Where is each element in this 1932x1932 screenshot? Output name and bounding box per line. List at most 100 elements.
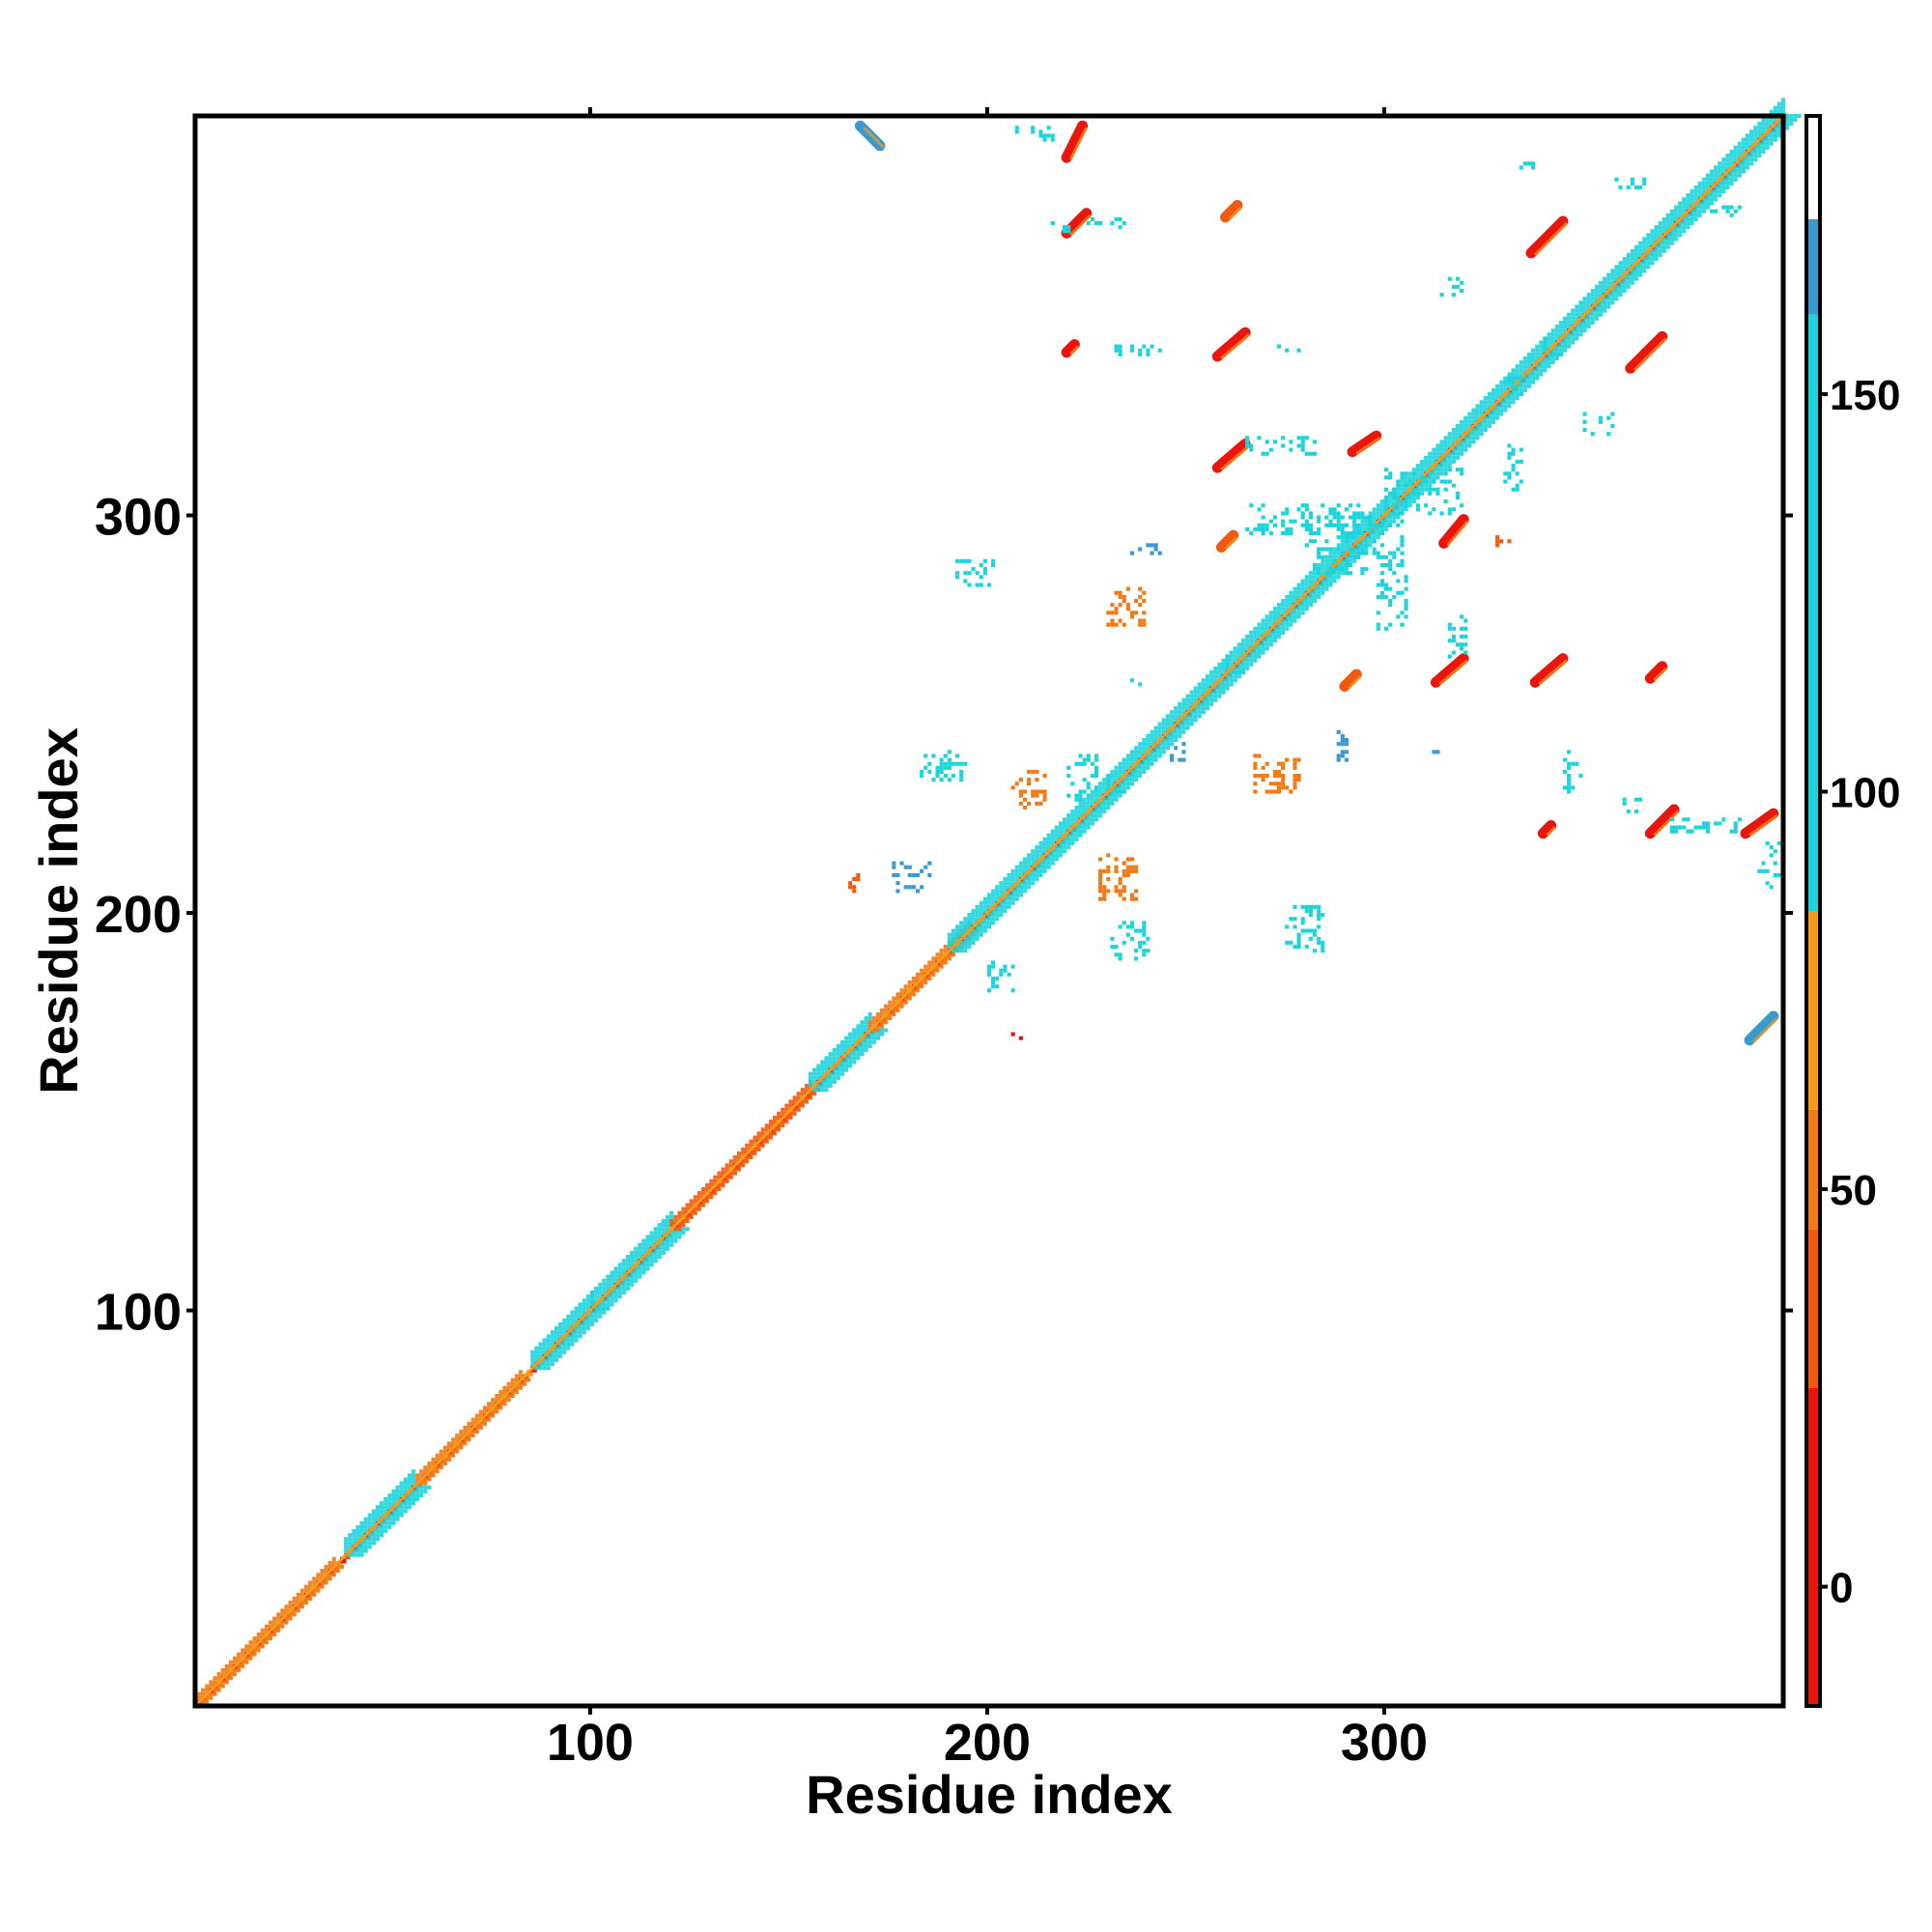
diagonal-block-cell	[1241, 646, 1246, 651]
diagonal-cell	[1665, 229, 1673, 236]
diagonal-block-cell	[339, 1564, 345, 1570]
diagonal-block-cell	[630, 1274, 635, 1279]
diagonal-block-cell	[1142, 742, 1147, 747]
diagonal-block-cell	[1622, 288, 1627, 294]
diagonal-block-cell	[856, 1047, 861, 1053]
diagonal-block-cell	[1769, 109, 1774, 114]
diagonal-block-cell	[824, 1064, 829, 1068]
diagonal-block-cell	[1217, 686, 1222, 691]
diagonal-block-cell	[1773, 133, 1777, 138]
diagonal-block-cell	[1321, 558, 1325, 563]
contact-cell	[1336, 753, 1341, 758]
diagonal-block-cell	[474, 1430, 479, 1435]
diagonal-block-cell	[451, 1453, 456, 1458]
contact-cell	[1567, 750, 1572, 754]
diagonal-block-cell	[645, 1235, 650, 1239]
diagonal-block-cell	[1074, 837, 1079, 841]
diagonal-block-cell	[1328, 582, 1333, 587]
diagonal-block-cell	[510, 1378, 515, 1382]
diagonal-block-cell	[1257, 622, 1262, 627]
diagonal-block-cell	[1662, 241, 1666, 245]
diagonal-block-cell	[1150, 729, 1154, 734]
contact-cell	[1129, 865, 1135, 869]
diagonal-cell	[1317, 579, 1323, 585]
diagonal-cell	[1590, 304, 1598, 311]
diagonal-block-cell	[1150, 737, 1154, 743]
diagonal-block-cell	[1789, 122, 1794, 127]
diagonal-block-cell	[546, 1357, 551, 1363]
diagonal-block-cell	[1400, 507, 1405, 512]
diagonal-block-cell	[387, 1524, 392, 1529]
diagonal-block-cell	[816, 1064, 821, 1068]
diagonal-block-cell	[808, 1075, 813, 1080]
diagonal-block-cell	[574, 1326, 579, 1331]
diagonal-block-cell	[380, 1528, 384, 1534]
diagonal-block-cell	[1737, 149, 1742, 155]
contact-cell	[1114, 889, 1119, 894]
diagonal-block-cell	[1178, 701, 1182, 707]
diagonal-block-cell	[915, 988, 921, 993]
diagonal-block-cell	[971, 928, 976, 933]
contact-cell	[935, 765, 940, 770]
diagonal-block-cell	[602, 1302, 607, 1307]
diagonal-block-cell	[856, 1043, 861, 1048]
contact-cell	[1018, 789, 1023, 794]
diagonal-block-cell	[1749, 133, 1754, 138]
contact-cell	[1038, 789, 1043, 794]
diagonal-block-cell	[1447, 443, 1452, 448]
diagonal-cell	[352, 1545, 358, 1551]
diagonal-block-cell	[982, 896, 987, 901]
diagonal-cell	[1221, 674, 1229, 681]
diagonal-block-cell	[1022, 861, 1028, 866]
diagonal-block-cell	[1138, 746, 1143, 751]
contact-cell	[1340, 753, 1345, 758]
diagonal-cell	[1424, 471, 1431, 478]
diagonal-block-cell	[1181, 701, 1186, 707]
diagonal-block-cell	[380, 1520, 384, 1525]
diagonal-block-cell	[1522, 368, 1527, 373]
contact-cell	[1432, 750, 1436, 754]
diagonal-block-cell	[824, 1088, 829, 1093]
diagonal-block-cell	[1483, 396, 1488, 401]
diagonal-cell	[1272, 622, 1280, 630]
diagonal-block-cell	[1761, 126, 1766, 130]
diagonal-block-cell	[1249, 642, 1254, 647]
diagonal-block-cell	[1678, 225, 1683, 230]
diagonal-block-cell	[582, 1330, 586, 1335]
diagonal-cell	[717, 1179, 724, 1186]
diagonal-cell	[621, 1274, 629, 1282]
diagonal-block-cell	[506, 1385, 511, 1390]
diagonal-block-cell	[1372, 526, 1377, 531]
diagonal-block-cell	[1578, 332, 1583, 337]
diagonal-block-cell	[1014, 896, 1019, 901]
diagonal-block-cell	[1543, 360, 1548, 365]
contact-cell	[1110, 611, 1115, 615]
contact-cell	[1253, 526, 1258, 531]
diagonal-block-cell	[1308, 571, 1313, 576]
diagonal-block-cell	[1547, 340, 1551, 345]
diagonal-block-cell	[241, 1648, 245, 1653]
diagonal-block-cell	[1189, 718, 1194, 723]
diagonal-block-cell	[1221, 686, 1226, 691]
diagonal-block-cell	[1407, 491, 1412, 496]
diagonal-block-cell	[1340, 539, 1345, 544]
diagonal-block-cell	[1467, 419, 1472, 424]
contact-cell	[1063, 225, 1067, 230]
diagonal-block-cell	[1721, 169, 1726, 174]
diagonal-block-cell	[621, 1259, 626, 1264]
diagonal-block-cell	[359, 1520, 364, 1525]
diagonal-block-cell	[355, 1545, 360, 1549]
contact-cell	[1118, 893, 1122, 897]
contact-cell	[1388, 523, 1393, 527]
diagonal-block-cell	[327, 1573, 332, 1577]
contact-cell	[1296, 944, 1301, 950]
diagonal-block-cell	[828, 1071, 833, 1076]
diagonal-block-cell	[856, 1024, 861, 1029]
contact-cell	[1511, 447, 1516, 452]
diagonal-block-cell	[1102, 785, 1107, 790]
contact-cell	[1245, 440, 1250, 444]
diagonal-block-cell	[1364, 535, 1369, 540]
diagonal-block-cell	[1249, 630, 1254, 635]
diagonal-block-cell	[1063, 817, 1067, 822]
diagonal-block-cell	[387, 1505, 392, 1510]
